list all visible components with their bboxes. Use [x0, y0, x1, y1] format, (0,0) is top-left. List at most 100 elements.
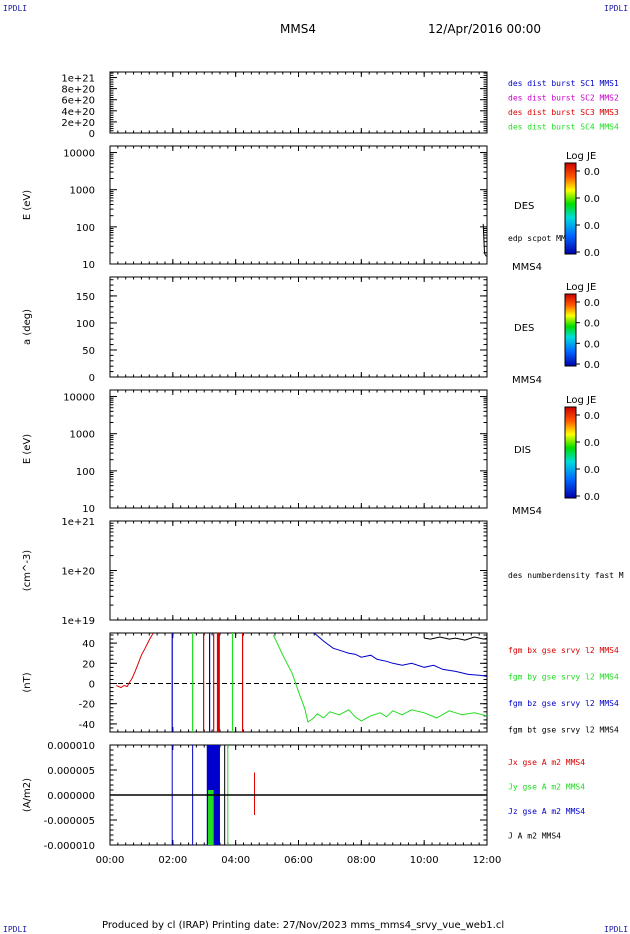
series-line-1: [272, 634, 488, 723]
x-tick-label: 06:00: [284, 855, 313, 866]
y-tick-label: 1000: [70, 430, 95, 441]
colorbar: [564, 406, 577, 499]
y-tick-label: 1e+20: [61, 567, 95, 578]
y-tick-label: -0.000005: [44, 816, 95, 827]
colorbar-tick-label: 0.0: [584, 221, 600, 232]
y-tick-label: -20: [79, 700, 95, 711]
y-tick-label: 150: [76, 292, 95, 303]
colorbar-tick-label: 0.0: [584, 465, 600, 476]
colorbar-title: Log JE: [566, 151, 596, 162]
legend-entry: des dist burst SC1 MMS1: [508, 79, 619, 88]
colorbar: [564, 293, 577, 367]
date-title: 12/Apr/2016 00:00: [428, 22, 542, 36]
side-label: DES: [514, 323, 534, 334]
legend-entry: des dist burst SC3 MMS3: [508, 108, 619, 117]
colorbar-tick-label: 0.0: [584, 298, 600, 309]
legend-entry: des dist burst SC4 MMS4: [508, 123, 619, 132]
y-tick-label: 1000: [70, 186, 95, 197]
panel-frame-2: [109, 276, 488, 378]
colorbar-tick-label: 0.0: [584, 167, 600, 178]
panel-frame-1: [109, 145, 488, 265]
x-tick-label: 12:00: [473, 855, 502, 866]
spacecraft-title: MMS4: [280, 22, 316, 36]
colorbar-tick-label: 0.0: [584, 248, 600, 259]
y-axis-label: E (eV): [22, 434, 33, 464]
y-tick-label: 0: [89, 129, 95, 140]
y-axis-label: E (eV): [22, 190, 33, 220]
x-tick-label: 00:00: [96, 855, 125, 866]
y-axis-label: (cm^-3): [22, 550, 33, 591]
legend-entry: des numberdensity fast M: [508, 571, 624, 580]
legend-entry: J A m2 MMS4: [508, 832, 561, 841]
x-tick-label: 08:00: [347, 855, 376, 866]
bottom-label: MMS4: [512, 506, 542, 517]
legend-entry: Jz gse A m2 MMS4: [508, 807, 585, 816]
series-line-0: [116, 632, 154, 689]
y-tick-label: -0.000010: [44, 841, 95, 852]
colorbar-tick-label: 0.0: [584, 492, 600, 503]
plot-area: 02e+204e+206e+208e+201e+2110100100010000…: [22, 71, 624, 866]
current-burst-block-green: [208, 790, 214, 845]
y-tick-label: 0.000000: [47, 791, 95, 802]
side-label: DES: [514, 201, 534, 212]
y-tick-label: 0: [89, 373, 95, 384]
overlay-label: edp scpot MMS4: [508, 234, 576, 243]
y-axis-label: (A/m2): [22, 778, 33, 812]
y-tick-label: 10: [82, 260, 95, 271]
y-tick-label: 2e+20: [61, 118, 95, 129]
colorbar: [564, 162, 577, 255]
colorbar-title: Log JE: [566, 282, 596, 293]
x-tick-label: 10:00: [410, 855, 439, 866]
colorbar-title: Log JE: [566, 395, 596, 406]
colorbar-tick-label: 0.0: [584, 360, 600, 371]
y-tick-label: 100: [76, 223, 95, 234]
y-tick-label: 0.000010: [47, 741, 95, 752]
bottom-label: MMS4: [512, 375, 542, 386]
y-tick-label: 10000: [63, 393, 95, 404]
y-tick-label: 1e+21: [61, 74, 95, 85]
y-tick-label: 10: [82, 504, 95, 515]
colorbar-tick-label: 0.0: [584, 411, 600, 422]
legend-entry: des dist burst SC2 MMS2: [508, 94, 619, 103]
legend-entry: fgm bt gse srvy l2 MMS4: [508, 726, 619, 735]
legend-entry: Jy gse A m2 MMS4: [508, 783, 585, 792]
legend-entry: fgm bz gse srvy l2 MMS4: [508, 699, 619, 708]
y-tick-label: 100: [76, 319, 95, 330]
x-tick-label: 02:00: [158, 855, 187, 866]
y-tick-label: 6e+20: [61, 96, 95, 107]
y-axis-label: a (deg): [22, 309, 33, 345]
y-tick-label: 4e+20: [61, 107, 95, 118]
y-tick-label: 1e+19: [61, 616, 95, 627]
legend-entry: fgm bx gse srvy l2 MMS4: [508, 646, 619, 655]
x-tick-label: 04:00: [221, 855, 250, 866]
side-label: DIS: [514, 445, 531, 456]
colorbar-tick-label: 0.0: [584, 339, 600, 350]
legend-entry: Jx gse A m2 MMS4: [508, 758, 585, 767]
y-tick-label: -40: [79, 720, 95, 731]
colorbar-tick-label: 0.0: [584, 194, 600, 205]
y-tick-label: 40: [82, 639, 95, 650]
scpot-overlay-line: [482, 223, 487, 257]
y-tick-label: 100: [76, 467, 95, 478]
corner-label-top-left: IPDLI: [3, 4, 28, 13]
y-tick-label: 0.000005: [47, 766, 95, 777]
corner-label-bottom-left: IPDLI: [3, 925, 28, 934]
y-axis-label: (nT): [22, 672, 33, 692]
footer-text: Produced by cl (IRAP) Printing date: 27/…: [102, 920, 505, 931]
series-line-3: [424, 636, 488, 641]
panel-frame-3: [109, 389, 488, 509]
panel-frame-5: [109, 632, 488, 733]
colorbar-tick-label: 0.0: [584, 319, 600, 330]
y-tick-label: 0: [89, 680, 95, 691]
panel-frame-4: [109, 520, 488, 621]
bottom-label: MMS4: [512, 262, 542, 273]
y-tick-label: 20: [82, 659, 95, 670]
colorbar-tick-label: 0.0: [584, 438, 600, 449]
corner-label-bottom-right: IPDLI: [604, 925, 629, 934]
series-line-2: [313, 632, 488, 677]
panel-frame-0: [109, 71, 488, 134]
legend-entry: fgm by gse srvy l2 MMS4: [508, 673, 619, 682]
corner-label-top-right: IPDLI: [604, 4, 629, 13]
y-tick-label: 8e+20: [61, 85, 95, 96]
y-tick-label: 10000: [63, 149, 95, 160]
